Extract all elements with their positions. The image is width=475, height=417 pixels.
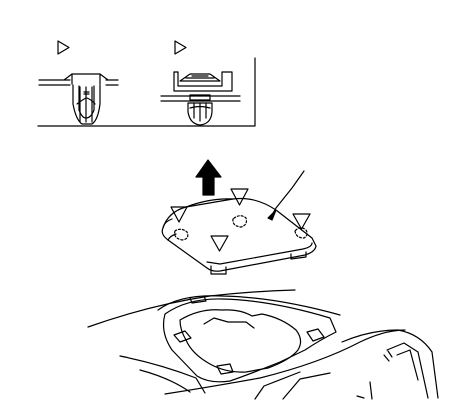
panel-marker-icon <box>293 214 310 229</box>
cover-panel <box>162 189 316 274</box>
leader-line <box>272 171 304 215</box>
clip-a-marker-icon <box>58 41 69 54</box>
vehicle-body <box>88 290 438 399</box>
leader-arrowhead-icon <box>268 210 276 220</box>
inset-frame <box>38 58 255 126</box>
push-pin-clip-icon <box>39 74 118 124</box>
panel-marker-icon <box>231 189 248 205</box>
panel-marker-icon <box>211 236 228 251</box>
clip-detail-inset <box>38 41 255 126</box>
two-piece-clip-icon <box>161 72 240 125</box>
panel-marker-icon <box>171 207 187 222</box>
clip-b-marker-icon <box>175 41 186 54</box>
removal-arrow-icon <box>196 160 221 195</box>
